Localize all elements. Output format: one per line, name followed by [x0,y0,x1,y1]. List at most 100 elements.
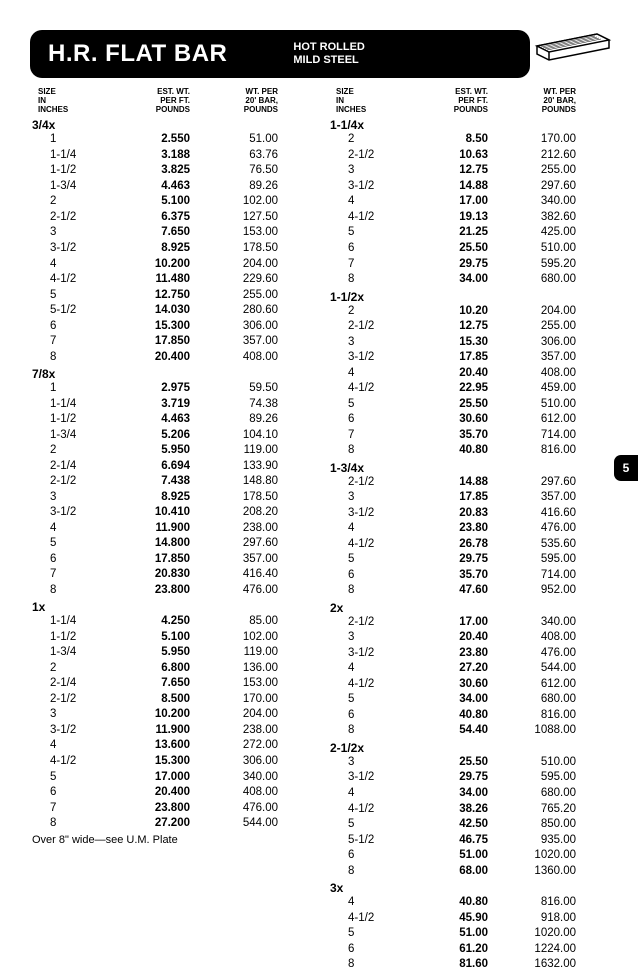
cell-size: 5-1/2 [328,833,406,849]
cell-est-wt: 2.975 [108,381,196,397]
table-row: 735.70714.00 [328,428,608,444]
table-row: 12.55051.00 [30,132,310,148]
cell-est-wt: 20.40 [406,366,494,382]
table-row: 4-1/226.78535.60 [328,537,608,553]
cell-est-wt: 21.25 [406,225,494,241]
cell-est-wt: 68.00 [406,864,494,880]
table-row: 514.800297.60 [30,536,310,552]
cell-est-wt: 20.400 [108,350,196,366]
group-header: 3x [328,881,608,895]
cell-est-wt: 12.75 [406,319,494,335]
cell-wt-per: 208.20 [196,505,284,521]
cell-wt-per: 816.00 [494,895,582,911]
cell-wt-per: 119.00 [196,443,284,459]
cell-est-wt: 3.825 [108,163,196,179]
table-row: 3-1/214.88297.60 [328,179,608,195]
cell-size: 6 [328,241,406,257]
cell-est-wt: 8.925 [108,490,196,506]
th-size: SIZE IN INCHES [328,88,406,114]
table-row: 38.925178.50 [30,490,310,506]
table-row: 411.900238.00 [30,521,310,537]
table-row: 2-1/217.00340.00 [328,615,608,631]
cell-size: 5 [328,397,406,413]
table-row: 651.001020.00 [328,848,608,864]
table-row: 25.950119.00 [30,443,310,459]
cell-size: 2 [30,661,108,677]
cell-est-wt: 4.463 [108,412,196,428]
cell-size: 8 [30,350,108,366]
cell-wt-per: 51.00 [196,132,284,148]
cell-size: 2 [328,304,406,320]
cell-wt-per: 357.00 [494,490,582,506]
cell-est-wt: 20.830 [108,567,196,583]
cell-wt-per: 476.00 [494,521,582,537]
cell-est-wt: 42.50 [406,817,494,833]
cell-size: 5 [328,926,406,942]
cell-size: 5-1/2 [30,303,108,319]
cell-size: 4-1/2 [328,911,406,927]
cell-est-wt: 15.30 [406,335,494,351]
cell-wt-per: 272.00 [196,738,284,754]
right-column: SIZE IN INCHES EST. WT. PER FT. POUNDS W… [328,88,608,973]
table-row: 28.50170.00 [328,132,608,148]
cell-wt-per: 153.00 [196,225,284,241]
cell-size: 7 [328,428,406,444]
cell-est-wt: 14.030 [108,303,196,319]
cell-wt-per: 595.00 [494,552,582,568]
table-row: 5-1/214.030280.60 [30,303,310,319]
cell-wt-per: 1224.00 [494,942,582,958]
cell-size: 4 [30,738,108,754]
cell-wt-per: 297.60 [196,536,284,552]
table-row: 615.300306.00 [30,319,310,335]
cell-size: 6 [30,319,108,335]
cell-est-wt: 7.650 [108,225,196,241]
cell-wt-per: 357.00 [196,334,284,350]
table-row: 534.00680.00 [328,692,608,708]
cell-wt-per: 382.60 [494,210,582,226]
table-row: 827.200544.00 [30,816,310,832]
cell-est-wt: 2.550 [108,132,196,148]
table-row: 2-1/28.500170.00 [30,692,310,708]
cell-est-wt: 17.00 [406,194,494,210]
group-header: 2-1/2x [328,741,608,755]
cell-size: 4-1/2 [328,537,406,553]
th-size: SIZE IN INCHES [30,88,108,114]
cell-wt-per: 229.60 [196,272,284,288]
table-row: 854.401088.00 [328,723,608,739]
cell-wt-per: 357.00 [494,350,582,366]
cell-est-wt: 15.300 [108,319,196,335]
th-est: EST. WT. PER FT. POUNDS [108,88,196,114]
cell-est-wt: 5.950 [108,443,196,459]
cell-est-wt: 25.50 [406,755,494,771]
cell-wt-per: 510.00 [494,755,582,771]
cell-size: 3-1/2 [328,506,406,522]
table-row: 310.200204.00 [30,707,310,723]
cell-size: 4-1/2 [30,754,108,770]
table-row: 420.40408.00 [328,366,608,382]
cell-size: 3 [328,163,406,179]
table-row: 315.30306.00 [328,335,608,351]
cell-est-wt: 20.400 [108,785,196,801]
cell-est-wt: 35.70 [406,568,494,584]
cell-wt-per: 59.50 [196,381,284,397]
cell-size: 4 [328,521,406,537]
cell-wt-per: 408.00 [494,630,582,646]
cell-est-wt: 40.80 [406,708,494,724]
cell-size: 6 [328,708,406,724]
cell-size: 6 [328,848,406,864]
cell-wt-per: 1088.00 [494,723,582,739]
cell-size: 2-1/2 [30,474,108,490]
cell-wt-per: 510.00 [494,241,582,257]
cell-wt-per: 133.90 [196,459,284,475]
cell-est-wt: 47.60 [406,583,494,599]
cell-wt-per: 816.00 [494,443,582,459]
cell-wt-per: 680.00 [494,786,582,802]
cell-wt-per: 816.00 [494,708,582,724]
cell-est-wt: 5.206 [108,428,196,444]
cell-est-wt: 34.00 [406,786,494,802]
cell-size: 4-1/2 [328,210,406,226]
cell-size: 1-3/4 [30,645,108,661]
cell-est-wt: 26.78 [406,537,494,553]
table-row: 3-1/223.80476.00 [328,646,608,662]
cell-wt-per: 535.60 [494,537,582,553]
